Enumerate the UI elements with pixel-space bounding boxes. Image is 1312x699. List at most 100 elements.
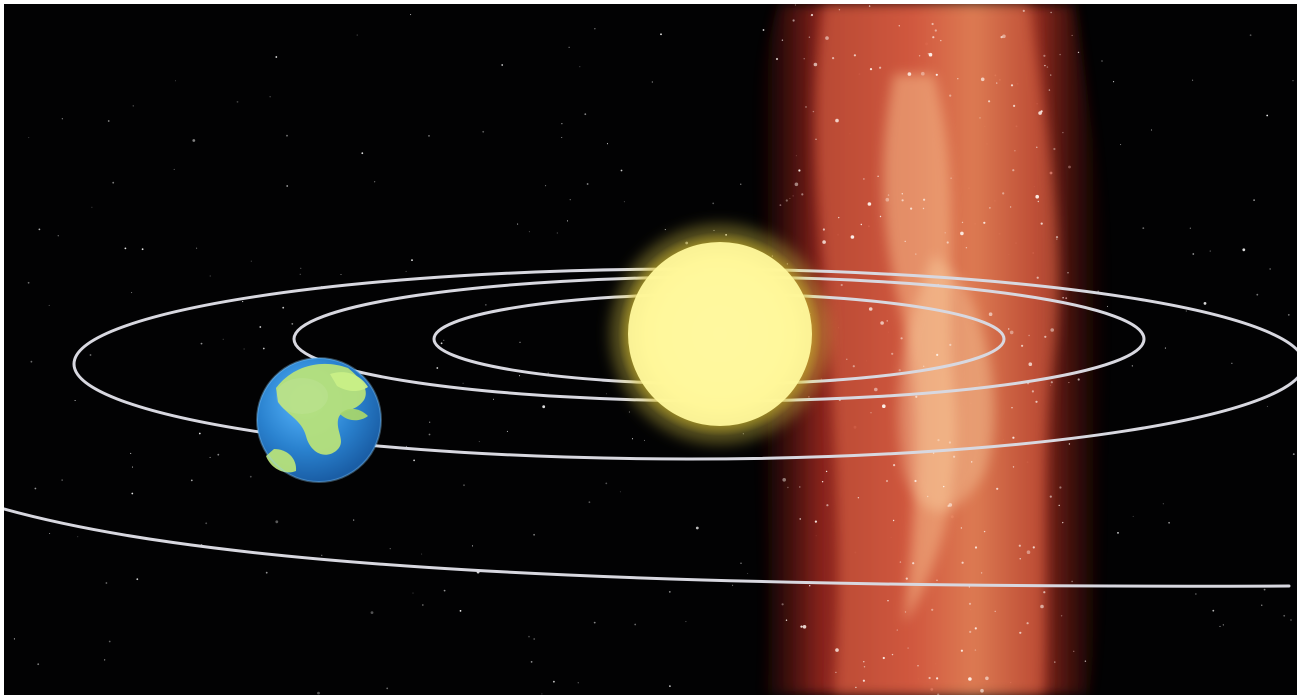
star: [620, 169, 623, 172]
band-star: [928, 676, 931, 680]
band-star: [1019, 631, 1022, 634]
band-star: [891, 352, 894, 355]
band-star: [985, 676, 989, 681]
band-star: [882, 656, 885, 660]
band-star: [1077, 378, 1080, 381]
star: [619, 491, 621, 493]
star: [1142, 227, 1145, 230]
star: [37, 663, 40, 666]
band-star: [1035, 194, 1039, 199]
band-star: [1026, 550, 1031, 554]
star: [1222, 624, 1224, 626]
star: [1242, 248, 1246, 252]
star: [561, 136, 563, 139]
band-star: [971, 461, 973, 463]
band-star: [1050, 328, 1054, 332]
star: [130, 452, 132, 454]
star: [566, 220, 569, 222]
band-star: [885, 479, 889, 483]
star: [259, 326, 262, 328]
band-star: [1062, 131, 1064, 134]
band-star: [835, 118, 839, 123]
star: [136, 578, 139, 581]
band-star: [980, 688, 984, 693]
star: [107, 120, 110, 122]
band-star: [1067, 272, 1069, 274]
band-star: [1012, 436, 1015, 439]
star: [1292, 453, 1295, 455]
band-star: [901, 199, 904, 202]
band-star: [805, 106, 807, 108]
star: [421, 553, 423, 555]
band-star: [1035, 400, 1038, 403]
band-star: [808, 36, 811, 38]
band-star: [794, 182, 799, 187]
star: [49, 532, 51, 535]
band-star: [928, 52, 933, 57]
band-star: [868, 307, 873, 311]
star: [541, 693, 543, 695]
band-star: [857, 497, 860, 499]
sun: [610, 224, 830, 444]
band-star: [802, 625, 807, 629]
band-star: [943, 485, 945, 488]
band-star: [821, 481, 824, 483]
band-star: [825, 470, 828, 473]
band-star: [810, 13, 814, 17]
band-star: [1050, 381, 1053, 384]
band-star: [980, 572, 983, 574]
band-star: [822, 228, 826, 231]
band-star: [947, 504, 950, 508]
band-star: [792, 19, 795, 22]
band-star: [898, 369, 901, 372]
star: [740, 562, 742, 564]
star: [411, 259, 413, 261]
band-star: [932, 36, 935, 39]
band-star: [870, 412, 872, 414]
star: [568, 46, 570, 48]
band-star: [1036, 146, 1038, 148]
band-star: [900, 337, 903, 340]
band-star: [922, 207, 925, 210]
band-star: [1055, 236, 1059, 239]
star: [606, 143, 609, 145]
band-star: [1026, 622, 1029, 625]
band-star: [923, 198, 926, 201]
star: [1192, 79, 1194, 81]
band-star: [949, 94, 952, 97]
star: [482, 130, 485, 133]
star: [28, 137, 30, 139]
band-star: [880, 321, 884, 325]
band-star: [1000, 36, 1003, 39]
band-star: [1043, 591, 1046, 594]
star: [501, 64, 504, 66]
star: [200, 342, 203, 345]
band-star: [886, 320, 888, 322]
band-star: [1037, 200, 1040, 203]
star: [1253, 199, 1255, 202]
star: [1131, 365, 1133, 367]
star: [519, 341, 521, 343]
star: [518, 375, 521, 377]
band-star: [1048, 89, 1051, 91]
star: [353, 519, 355, 521]
band-star: [1036, 276, 1039, 279]
band-star: [979, 117, 981, 119]
star: [291, 323, 294, 325]
star: [628, 411, 630, 413]
star: [1113, 81, 1115, 83]
band-star: [835, 671, 837, 674]
band-star: [867, 202, 872, 206]
band-star: [812, 110, 815, 113]
band-star: [863, 666, 866, 668]
earth: [256, 357, 382, 483]
band-star: [961, 561, 964, 564]
band-star: [1043, 54, 1046, 57]
star: [222, 338, 224, 340]
band-star: [1071, 580, 1073, 583]
band-star: [885, 197, 890, 202]
star: [528, 635, 530, 638]
band-star: [840, 283, 843, 287]
star: [588, 501, 591, 504]
band-star: [855, 686, 857, 689]
